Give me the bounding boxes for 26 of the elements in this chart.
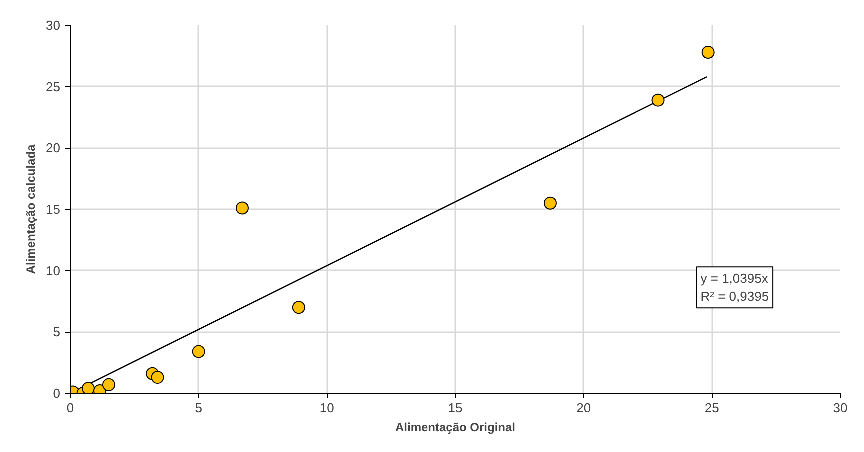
x-tick-label: 10 (320, 400, 334, 416)
y-tick-label: 10 (46, 263, 61, 278)
x-tick-label: 30 (833, 400, 848, 416)
point (236, 202, 249, 215)
y-tick-label: 30 (46, 18, 61, 33)
y-tick-label: 25 (46, 79, 61, 94)
point (82, 382, 95, 394)
point (702, 46, 715, 59)
point (544, 196, 557, 210)
point (151, 371, 164, 384)
y-tick-label: 15 (46, 202, 61, 217)
x-axis-title: Alimentação Original (395, 420, 516, 434)
x-tick-label: 15 (448, 400, 463, 416)
y-tick-label: 0 (53, 386, 61, 401)
y-tick-label: 20 (46, 140, 61, 156)
annotation: y = 1,0395x R² = 0,9395 (700, 271, 770, 304)
point (652, 94, 665, 107)
x-tick-label: 25 (704, 400, 720, 416)
point (192, 345, 206, 358)
y-tick-label: 5 (53, 324, 61, 340)
y-axis-title: Alimentação calculada (24, 144, 38, 274)
x-tick-label: 0 (66, 400, 74, 416)
point (292, 301, 306, 314)
x-tick-label: 20 (576, 400, 592, 416)
x-tick-label: 5 (195, 400, 202, 416)
point (102, 378, 116, 392)
